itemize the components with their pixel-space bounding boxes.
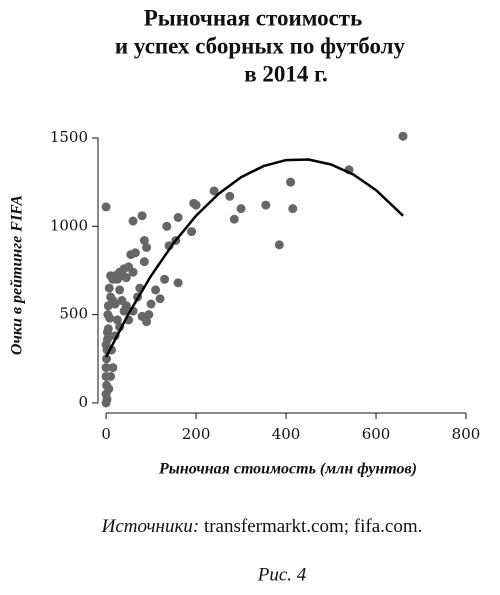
point	[274, 240, 284, 250]
x-tick-label: 800	[452, 425, 481, 443]
point	[103, 310, 113, 320]
point	[155, 294, 165, 304]
point	[104, 384, 114, 394]
point	[398, 131, 408, 141]
x-tick-label: 400	[272, 425, 301, 443]
point	[146, 299, 156, 309]
point	[144, 310, 154, 320]
point	[142, 317, 152, 327]
x-tick-label: 200	[182, 425, 211, 443]
fit-curve	[104, 158, 404, 358]
point	[288, 204, 298, 214]
point	[139, 235, 149, 245]
point	[101, 398, 111, 408]
point	[225, 191, 235, 201]
point	[286, 177, 296, 187]
point	[137, 211, 147, 221]
point	[126, 250, 136, 260]
point	[101, 363, 111, 373]
x-axis-label: Рыночная стоимость (млн фунтов)	[158, 461, 417, 478]
point	[162, 221, 172, 231]
chart-title: Рыночная стоимость	[144, 5, 363, 30]
point	[112, 315, 122, 325]
point	[101, 340, 111, 350]
point	[209, 186, 219, 196]
x-tick-label: 0	[101, 425, 111, 443]
point	[189, 198, 199, 208]
point	[102, 327, 112, 337]
point	[139, 257, 149, 267]
point	[110, 299, 120, 309]
chart-title: в 2014 г.	[244, 61, 328, 86]
point	[151, 285, 161, 295]
point	[236, 204, 246, 214]
point	[106, 371, 116, 381]
point	[104, 283, 114, 293]
point	[108, 363, 118, 373]
source-label: Источники:	[101, 516, 200, 537]
point	[142, 243, 152, 253]
chart-title: и успех сборных по футболу	[115, 33, 406, 58]
point	[106, 271, 116, 281]
point	[173, 278, 183, 288]
point	[101, 202, 111, 212]
caption: Рис. 4	[257, 564, 307, 585]
y-tick-label: 1500	[50, 128, 88, 146]
y-tick-label: 1000	[50, 216, 88, 234]
point	[261, 200, 271, 210]
point	[102, 354, 112, 364]
x-tick-label: 600	[362, 425, 391, 443]
point	[160, 274, 170, 284]
point	[121, 301, 131, 311]
point	[115, 285, 125, 295]
y-tick-label: 500	[59, 305, 88, 323]
point	[128, 216, 138, 226]
source: Источники: transfermarkt.com; fifa.com.	[101, 516, 423, 537]
point	[173, 212, 183, 222]
point	[229, 214, 239, 224]
source-text: transfermarkt.com; fifa.com.	[204, 516, 422, 537]
y-axis-label: Очки в рейтинге FIFA	[9, 195, 26, 355]
point	[187, 227, 197, 237]
y-tick-label: 0	[78, 393, 88, 411]
